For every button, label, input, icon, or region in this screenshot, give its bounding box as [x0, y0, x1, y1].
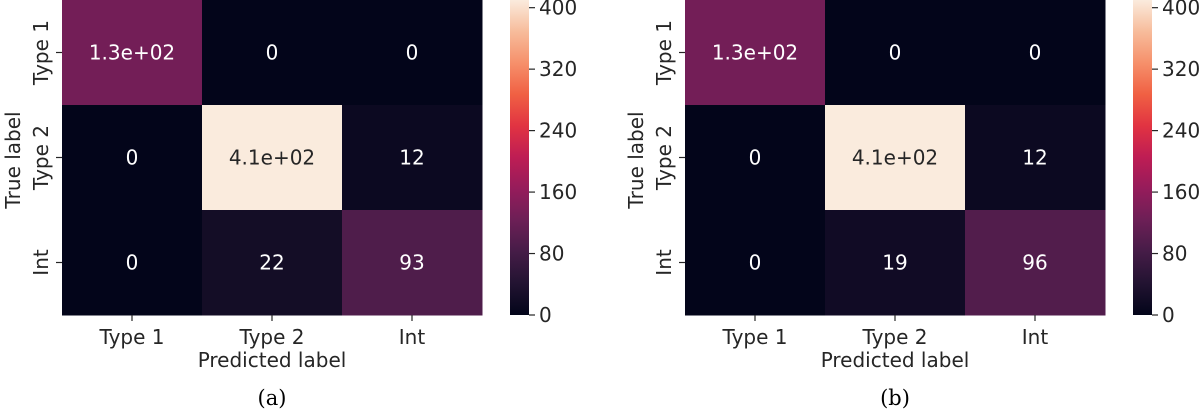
colorbar-tick-label: 400: [539, 0, 577, 20]
colorbar-gradient: [1133, 0, 1152, 315]
x-tick-label: Type 2: [861, 325, 927, 349]
y-tick-labels-a: Type 1 Type 2 Int: [29, 20, 62, 276]
cell-annotation: 1.3e+02: [712, 41, 798, 65]
heatmap-cell: [342, 210, 483, 316]
heatmap-cell: [202, 210, 343, 316]
heatmap-cell: [342, 0, 483, 106]
cell-annotations-b: 1.3e+02 0 0 0 4.1e+02 12 0 19 96: [712, 41, 1048, 275]
colorbar-tick-label: 0: [1162, 303, 1175, 327]
colorbar-tick-label: 80: [1162, 242, 1187, 266]
cell-annotation: 0: [889, 41, 902, 65]
y-tick-label: Type 1: [652, 20, 676, 86]
cell-annotation: 12: [1022, 146, 1047, 170]
cell-annotation: 4.1e+02: [229, 146, 315, 170]
cell-annotations-a: 1.3e+02 0 0 0 4.1e+02 12 0 22 93: [89, 41, 425, 275]
x-tick-labels-b: Type 1 Type 2 Int: [721, 315, 1048, 349]
heatmap-cells-a: [62, 0, 483, 316]
x-axis-label-b: Predicted label: [821, 348, 970, 372]
heatmap-cell: [202, 0, 343, 106]
x-tick-labels-a: Type 1 Type 2 Int: [98, 315, 425, 349]
cell-annotation: 0: [406, 41, 419, 65]
x-tick-label: Int: [1022, 325, 1049, 349]
heatmap-cell: [685, 105, 826, 211]
cell-annotation: 1.3e+02: [89, 41, 175, 65]
panel-b: 1.3e+02 0 0 0 4.1e+02 12 0 19 96 Type 1 Type 2 Int…: [624, 0, 1200, 410]
panel-a: 1.3e+02 0 0 0 4.1e+02 12 0 22 93 Type 1 Type 2 Int…: [1, 0, 577, 410]
heatmap-cell: [965, 210, 1106, 316]
colorbar-tick-label: 160: [539, 180, 577, 204]
y-tick-label: Type 2: [652, 125, 676, 191]
colorbar-tick-label: 320: [539, 57, 577, 81]
colorbar-tick-label: 160: [1162, 180, 1200, 204]
y-axis-label-b: True label: [624, 111, 648, 209]
x-tick-label: Type 1: [721, 325, 787, 349]
x-tick-label: Int: [399, 325, 426, 349]
cell-annotation: 19: [882, 251, 907, 275]
cell-annotation: 0: [1029, 41, 1042, 65]
y-tick-labels-b: Type 1 Type 2 Int: [652, 20, 685, 276]
cell-annotation: 0: [126, 146, 139, 170]
caption-b: (b): [880, 386, 910, 410]
cell-annotation: 0: [749, 251, 762, 275]
colorbar-tick-label: 80: [539, 242, 564, 266]
heatmap-cell: [62, 105, 203, 211]
cell-annotation: 0: [749, 146, 762, 170]
y-tick-label: Int: [652, 249, 676, 276]
colorbar-tick-label: 0: [539, 303, 552, 327]
y-tick-label: Int: [29, 249, 53, 276]
cell-annotation: 12: [399, 146, 424, 170]
x-tick-label: Type 2: [238, 325, 304, 349]
heatmap-cell: [825, 210, 966, 316]
cell-annotation: 96: [1022, 251, 1047, 275]
cell-annotation: 4.1e+02: [852, 146, 938, 170]
y-axis-label-a: True label: [1, 111, 25, 209]
y-tick-label: Type 1: [29, 20, 53, 86]
heatmap-cells-b: [685, 0, 1106, 316]
heatmap-cell: [965, 105, 1106, 211]
colorbar-b: 0 80 160 240 320 400: [1133, 0, 1200, 327]
heatmap-cell: [965, 0, 1106, 106]
cell-annotation: 0: [266, 41, 279, 65]
heatmap-cell: [685, 210, 826, 316]
colorbar-tick-label: 320: [1162, 57, 1200, 81]
colorbar-a: 0 80 160 240 320 400: [510, 0, 577, 327]
colorbar-gradient: [510, 0, 529, 315]
heatmap-cell: [202, 105, 343, 211]
cell-annotation: 93: [399, 251, 424, 275]
heatmap-cell: [685, 0, 826, 106]
y-tick-label: Type 2: [29, 125, 53, 191]
cell-annotation: 22: [259, 251, 284, 275]
colorbar-tick-label: 240: [539, 119, 577, 143]
heatmap-cell: [825, 0, 966, 106]
caption-a: (a): [258, 386, 287, 410]
colorbar-tick-label: 400: [1162, 0, 1200, 20]
heatmap-cell: [342, 105, 483, 211]
heatmap-cell: [62, 0, 203, 106]
cell-annotation: 0: [126, 251, 139, 275]
colorbar-tick-label: 240: [1162, 119, 1200, 143]
x-tick-label: Type 1: [98, 325, 164, 349]
heatmap-cell: [62, 210, 203, 316]
heatmap-cell: [825, 105, 966, 211]
x-axis-label-a: Predicted label: [198, 348, 347, 372]
